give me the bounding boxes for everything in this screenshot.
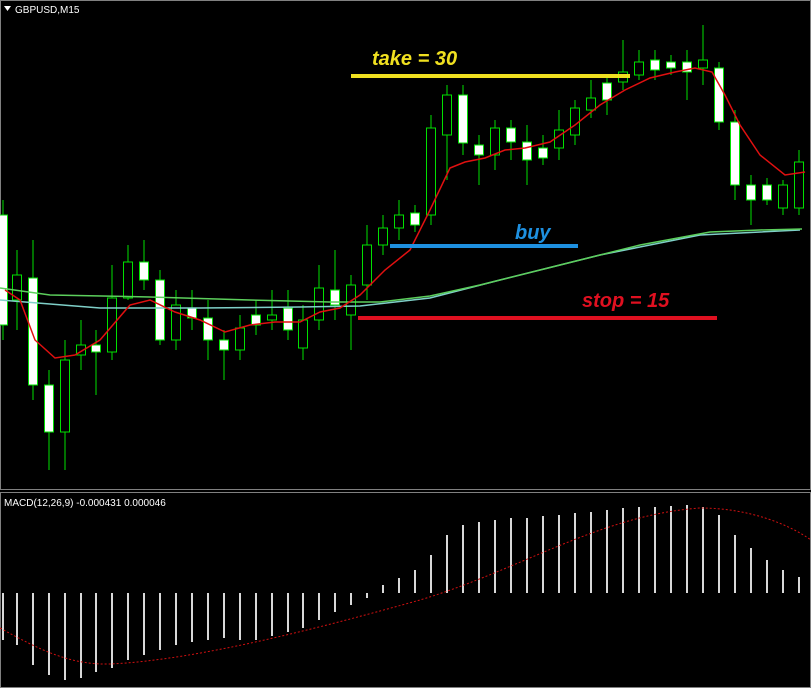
slow-ma-cyan — [0, 229, 801, 309]
symbol-label: GBPUSD,M15 — [15, 5, 80, 16]
bear-candle-bodies — [0, 59, 772, 433]
macd-label: MACD(12,26,9) -0.000431 0.000046 — [4, 498, 166, 509]
slow-ma-green — [0, 228, 803, 303]
take-profit-label: take = 30 — [372, 48, 457, 70]
stop-loss-label: stop = 15 — [582, 290, 670, 312]
menu-arrow[interactable] — [4, 6, 11, 11]
macd-histogram — [2, 505, 800, 680]
bull-candle-bodies — [12, 59, 804, 433]
fast-ma-red — [4, 67, 806, 359]
buy-label: buy — [515, 222, 551, 244]
